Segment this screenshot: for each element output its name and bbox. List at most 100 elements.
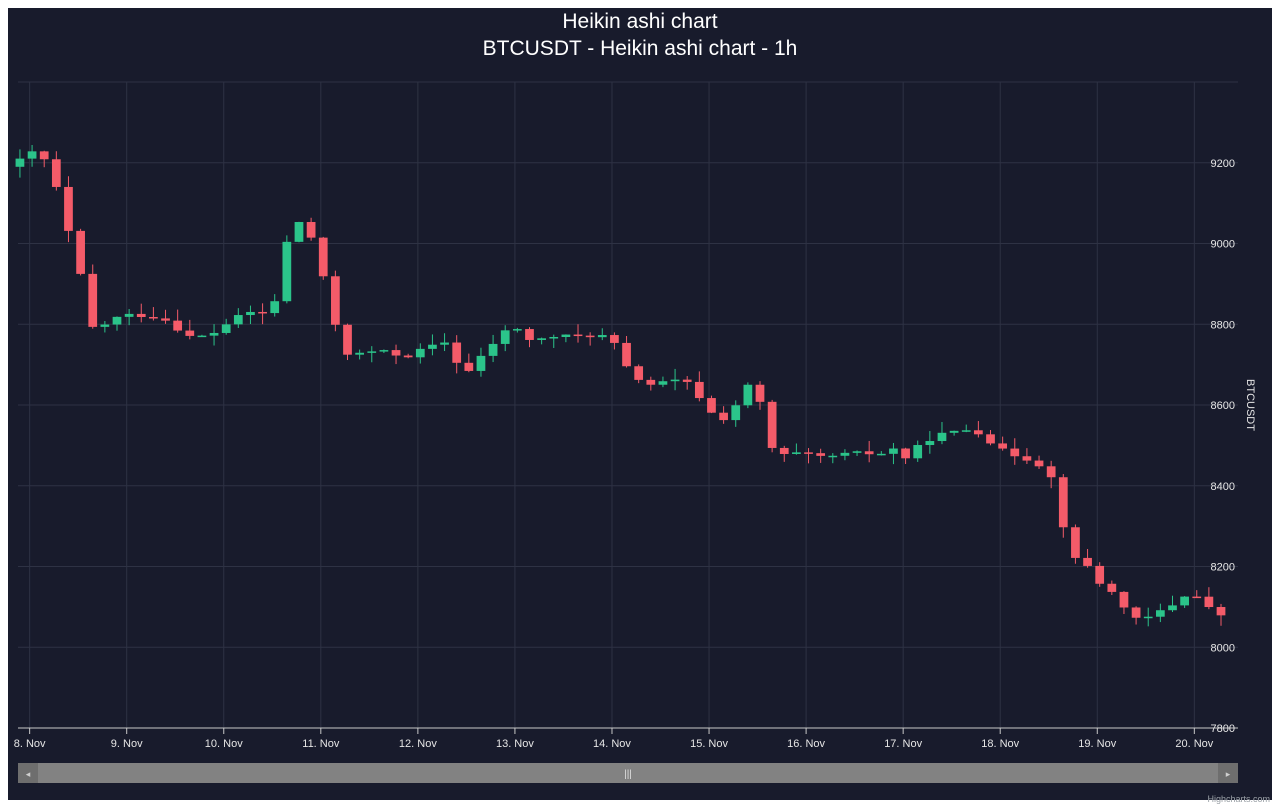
candle-down[interactable]: [306, 222, 316, 238]
candle-down[interactable]: [1071, 527, 1080, 558]
candle-up[interactable]: [828, 455, 838, 458]
candle-down[interactable]: [707, 398, 716, 413]
candle-down[interactable]: [149, 317, 158, 319]
candle-up[interactable]: [1143, 616, 1153, 619]
candle-up[interactable]: [852, 451, 862, 453]
candle-up[interactable]: [889, 448, 898, 454]
candle-down[interactable]: [974, 430, 983, 435]
candle-down[interactable]: [1095, 565, 1105, 584]
candle-down[interactable]: [173, 320, 183, 331]
candle-down[interactable]: [767, 401, 777, 448]
candle-down[interactable]: [610, 335, 619, 343]
candle-up[interactable]: [792, 452, 801, 454]
candle-up[interactable]: [112, 316, 122, 325]
credits-link[interactable]: Highcharts.com: [1207, 794, 1270, 804]
candle-up[interactable]: [537, 338, 546, 340]
candle-up[interactable]: [100, 324, 110, 327]
candle-up[interactable]: [355, 352, 365, 355]
candle-down[interactable]: [88, 273, 98, 327]
candle-down[interactable]: [622, 342, 631, 367]
candle-down[interactable]: [634, 366, 644, 380]
candle-down[interactable]: [1192, 596, 1202, 599]
candle-up[interactable]: [246, 311, 255, 316]
candle-up[interactable]: [925, 441, 935, 446]
candle-up[interactable]: [124, 313, 134, 317]
candle-up[interactable]: [840, 452, 850, 456]
navigator-handle[interactable]: [38, 763, 1218, 783]
candle-up[interactable]: [961, 430, 971, 432]
candle-up[interactable]: [270, 301, 280, 314]
candle-down[interactable]: [525, 329, 534, 340]
candle-down[interactable]: [452, 342, 462, 363]
candle-down[interactable]: [682, 379, 692, 382]
candle-up[interactable]: [512, 329, 522, 331]
candle-down[interactable]: [1083, 557, 1092, 566]
candle-down[interactable]: [719, 412, 728, 421]
candle-up[interactable]: [597, 335, 607, 338]
candle-up[interactable]: [488, 343, 498, 356]
candle-down[interactable]: [331, 276, 340, 325]
candle-up[interactable]: [15, 158, 25, 167]
candle-up[interactable]: [233, 315, 243, 325]
candle-up[interactable]: [428, 344, 437, 349]
candle-up[interactable]: [1168, 605, 1177, 611]
candle-down[interactable]: [136, 313, 146, 318]
scroll-left-button[interactable]: [18, 763, 38, 783]
candle-down[interactable]: [318, 237, 328, 277]
candle-down[interactable]: [585, 335, 595, 338]
candle-down[interactable]: [864, 451, 874, 455]
candle-down[interactable]: [51, 159, 61, 187]
candle-up[interactable]: [440, 342, 449, 345]
navigator-grip-icon[interactable]: |||: [624, 769, 632, 780]
candle-down[interactable]: [573, 334, 583, 337]
candle-up[interactable]: [367, 351, 377, 353]
candle-down[interactable]: [816, 453, 826, 456]
candle-down[interactable]: [185, 330, 195, 336]
candle-up[interactable]: [221, 324, 231, 333]
candle-up[interactable]: [658, 381, 668, 385]
candle-down[interactable]: [258, 311, 267, 314]
candle-down[interactable]: [403, 355, 413, 358]
candle-down[interactable]: [779, 447, 789, 454]
candle-up[interactable]: [949, 430, 959, 433]
candle-down[interactable]: [1107, 583, 1117, 592]
candle-up[interactable]: [743, 384, 753, 406]
candle-up[interactable]: [670, 379, 680, 382]
candle-down[interactable]: [1034, 460, 1044, 467]
candle-down[interactable]: [1010, 448, 1020, 457]
candle-up[interactable]: [197, 335, 207, 338]
candle-down[interactable]: [1119, 591, 1129, 608]
candle-down[interactable]: [343, 324, 352, 355]
candle-down[interactable]: [1131, 607, 1141, 618]
candle-up[interactable]: [379, 350, 389, 352]
candle-down[interactable]: [64, 186, 73, 231]
candle-down[interactable]: [694, 381, 704, 399]
candle-down[interactable]: [39, 151, 49, 160]
candle-down[interactable]: [1216, 607, 1226, 616]
candle-down[interactable]: [986, 434, 995, 444]
candle-down[interactable]: [901, 448, 910, 459]
candle-down[interactable]: [804, 452, 813, 454]
candle-up[interactable]: [476, 355, 486, 371]
candle-up[interactable]: [731, 405, 741, 421]
candle-down[interactable]: [1204, 596, 1214, 608]
candle-up[interactable]: [549, 337, 559, 339]
scroll-right-button[interactable]: [1218, 763, 1238, 783]
candle-up[interactable]: [209, 332, 219, 336]
candle-up[interactable]: [561, 334, 571, 338]
candle-down[interactable]: [1046, 466, 1056, 478]
candle-up[interactable]: [913, 445, 923, 459]
candle-down[interactable]: [1058, 477, 1068, 528]
candle-up[interactable]: [876, 453, 886, 456]
candle-down[interactable]: [1022, 456, 1032, 461]
candle-down[interactable]: [646, 379, 656, 385]
candle-up[interactable]: [27, 151, 37, 159]
candle-up[interactable]: [415, 348, 425, 358]
candle-up[interactable]: [500, 330, 510, 344]
candle-up[interactable]: [282, 241, 292, 302]
candle-down[interactable]: [998, 443, 1008, 449]
candle-down[interactable]: [391, 350, 401, 356]
candle-down[interactable]: [76, 230, 85, 274]
candle-down[interactable]: [464, 362, 474, 371]
